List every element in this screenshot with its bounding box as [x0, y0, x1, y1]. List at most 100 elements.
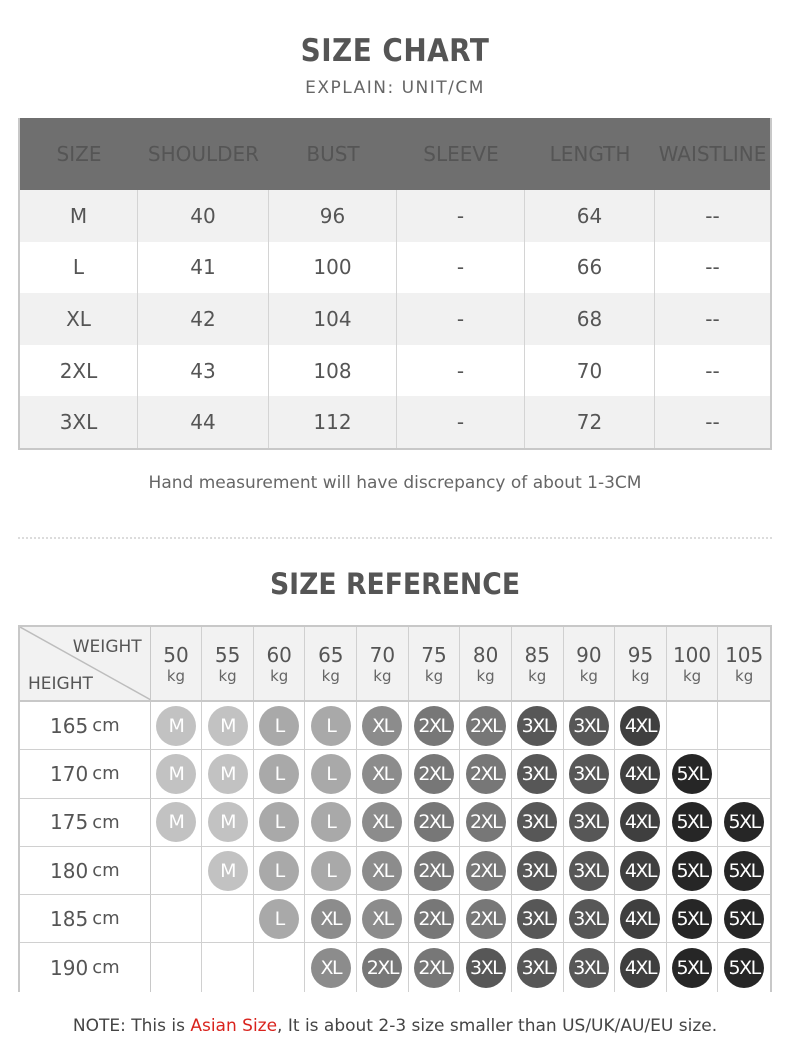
size-chart-header-row: SIZE SHOULDER BUST SLEEVE LENGTH WAISTLI… [20, 118, 770, 190]
size-badge: 2XL [414, 850, 454, 891]
size-badge: 3XL [568, 705, 609, 746]
table-cell: - [397, 396, 525, 448]
table-cell: -- [705, 358, 720, 383]
table-cell: 66 [525, 241, 655, 294]
weight-column-header: 105 kg [718, 627, 770, 700]
note-prefix: NOTE: This is [72, 1016, 191, 1036]
table-cell: - [397, 344, 525, 397]
size-badge: 2XL [414, 705, 454, 746]
size-cell: 3XL [512, 846, 564, 895]
table-cell: - [397, 241, 525, 294]
size-badge: XL [362, 705, 403, 746]
weight-column-header: 70 kg [357, 627, 409, 700]
size-cell: 2XL [460, 750, 512, 798]
weight-column-header: 60 kg [254, 627, 306, 700]
weight-column-header: 100 kg [667, 627, 719, 700]
size-badge: XL [362, 850, 403, 891]
size-cell [202, 943, 254, 992]
size-reference-grid: WEIGHT HEIGHT 50 kg 55 kg 60 kg 65 kg 70 kg 75 kg 80… [18, 625, 772, 992]
table-row: M 40 96-64 -- [20, 190, 770, 242]
height-unit: cm [92, 908, 120, 930]
weight-column-header: 55 kg [202, 627, 254, 700]
size-cell: M [202, 750, 254, 798]
size-cell: 5XL [667, 895, 719, 943]
size-badge: M [155, 802, 196, 843]
weight-value: 50 [163, 642, 189, 667]
table-row: L 41 100-66 -- [20, 241, 770, 294]
size-badge: XL [362, 802, 403, 843]
size-badge: M [207, 850, 248, 891]
size-badge: L [310, 705, 351, 746]
size-cell: 3XL [564, 895, 616, 943]
size-cell: XL [305, 895, 358, 943]
size-badge: 2XL [362, 947, 403, 988]
diagonal-divider [20, 627, 150, 700]
size-cell: 2XL [460, 895, 512, 943]
height-value: 185 [50, 906, 89, 931]
weight-column-header: 85 kg [512, 627, 564, 700]
height-value: 175 [50, 810, 89, 835]
size-cell: 5XL [718, 895, 770, 942]
size-cell: 3XL [564, 702, 616, 750]
size-cell: M [202, 702, 254, 750]
table-row: XL 42 104-68 -- [20, 293, 770, 345]
table-cell: XL [20, 293, 138, 345]
weight-column-header: 75 kg [409, 627, 461, 700]
size-badge: L [259, 705, 300, 746]
size-chart-subtitle: EXPLAIN: UNIT/CM [305, 78, 485, 98]
size-cell: L [305, 702, 358, 750]
height-label-cell: 175 cm [20, 798, 151, 846]
height-label-cell: 190 cm [20, 943, 151, 992]
size-cell: 2XL [409, 846, 461, 895]
weight-value: 105 [725, 642, 764, 667]
size-cell [254, 943, 306, 992]
size-cell: 5XL [667, 846, 719, 895]
table-cell: 40 [138, 190, 269, 242]
height-value: 165 [50, 713, 89, 738]
size-cell: 2XL [409, 943, 461, 992]
size-cell: XL [357, 798, 409, 846]
size-badge: L [259, 898, 300, 939]
size-badge: 3XL [517, 802, 558, 843]
table-cell: 2XL [20, 344, 138, 397]
weight-value: 90 [576, 642, 602, 667]
size-cell: 4XL [615, 798, 667, 846]
size-badge: 3XL [568, 850, 609, 891]
size-cell: 2XL [409, 798, 461, 846]
size-cell [202, 895, 254, 943]
size-cell: M [151, 798, 203, 846]
table-cell: M [20, 190, 138, 242]
size-cell [151, 943, 203, 992]
height-row: 165 cm M M L L XL 2XL 2XL 3XL 3XL 4XL [20, 702, 770, 751]
size-badge: 2XL [414, 947, 454, 988]
asian-size-highlight: Asian Size [190, 1016, 278, 1036]
weight-unit: kg [631, 666, 650, 685]
size-badge: M [155, 705, 196, 746]
size-badge: M [207, 705, 248, 746]
size-cell: 3XL [564, 798, 616, 846]
size-cell: 4XL [615, 895, 667, 943]
weight-unit: kg [321, 666, 340, 685]
size-reference-title: SIZE REFERENCE [269, 567, 521, 601]
size-cell: L [305, 798, 358, 846]
table-cell: 43 [138, 344, 269, 397]
size-cell [718, 702, 770, 749]
table-cell: 3XL [20, 396, 138, 448]
weight-unit: kg [166, 666, 186, 685]
size-cell: 4XL [615, 702, 667, 750]
weight-column-header: 50 kg [151, 627, 203, 700]
weight-value: 70 [369, 642, 396, 667]
weight-unit: kg [270, 666, 289, 685]
size-cell: XL [357, 750, 409, 798]
size-reference-header-row: WEIGHT HEIGHT 50 kg 55 kg 60 kg 65 kg 70 kg 75 kg 80… [20, 627, 770, 702]
size-cell: L [254, 895, 306, 943]
weight-unit: kg [373, 666, 392, 685]
size-cell: XL [357, 895, 409, 943]
size-cell: 3XL [512, 702, 564, 750]
height-label-cell: 180 cm [20, 846, 151, 895]
height-label-cell: 170 cm [20, 750, 151, 798]
table-cell: 108 [269, 344, 397, 397]
size-cell: 3XL [564, 846, 616, 895]
column-header: SLEEVE [423, 142, 499, 166]
size-cell: 4XL [615, 750, 667, 798]
